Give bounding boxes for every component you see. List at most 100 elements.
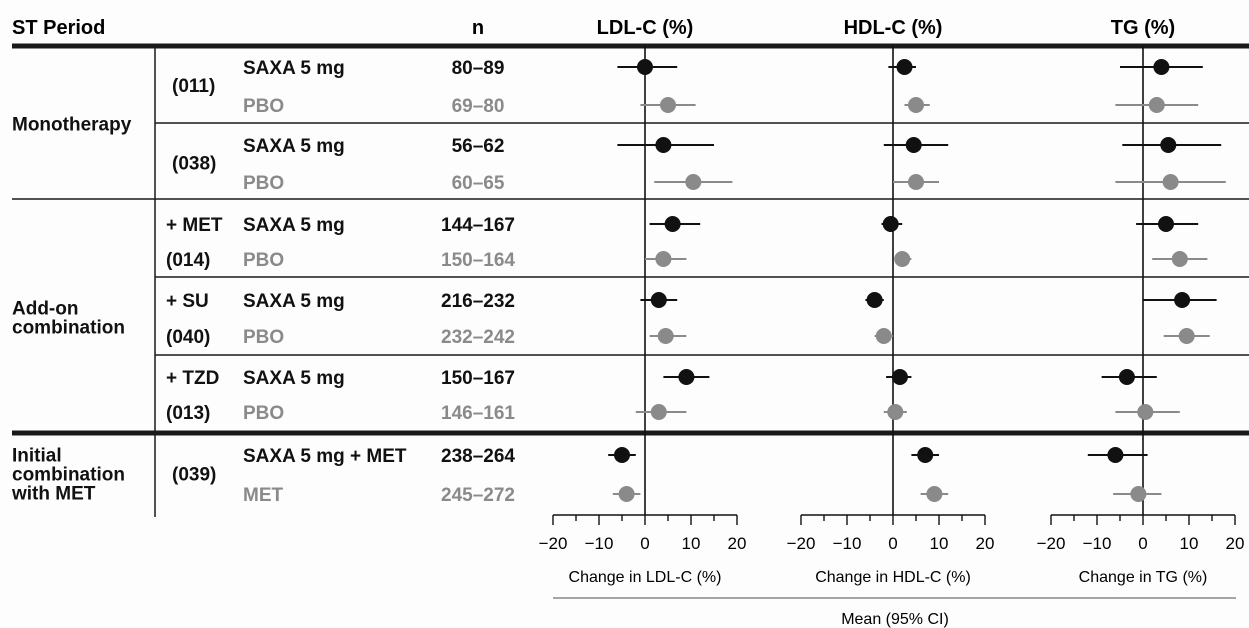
group-label: Initial: [12, 446, 62, 467]
x-tick-label: 20: [1226, 534, 1245, 553]
x-tick-label: 10: [682, 534, 701, 553]
mean-point: [637, 59, 653, 75]
mean-point: [866, 292, 883, 308]
n-label: 144–167: [441, 215, 515, 236]
mean-point: [657, 328, 674, 344]
x-axis-label: Change in LDL-C (%): [569, 569, 722, 586]
group-label: combination: [12, 465, 125, 486]
n-label: 150–164: [441, 250, 515, 271]
mean-point: [1153, 59, 1170, 75]
mean-point: [655, 251, 672, 267]
treatment-label: SAXA 5 mg: [243, 58, 345, 79]
mean-point: [896, 59, 913, 75]
header-tg: TG (%): [1111, 17, 1175, 39]
treatment-label: PBO: [243, 327, 284, 348]
x-axis-label: Change in HDL-C (%): [815, 569, 971, 586]
mean-point: [678, 369, 695, 385]
study-label: (039): [172, 465, 216, 486]
header-hdl: HDL-C (%): [844, 17, 943, 39]
mean-point: [894, 251, 911, 267]
mean-point: [685, 174, 702, 190]
mean-point: [887, 404, 904, 420]
n-label: 232–242: [441, 327, 515, 348]
mean-point: [1158, 216, 1174, 232]
mean-point: [1171, 251, 1188, 267]
n-label: 56–62: [452, 136, 505, 157]
n-label: 69–80: [452, 96, 505, 117]
study-label: + SU: [166, 291, 209, 312]
mean-point: [1137, 404, 1154, 420]
mean-point: [655, 137, 672, 153]
mean-point: [882, 216, 899, 232]
n-label: 216–232: [441, 291, 515, 312]
row-labels: MonotherapyAdd-oncombinationInitialcombi…: [11, 58, 515, 506]
n-label: 150–167: [441, 368, 515, 389]
study-label: (014): [166, 250, 210, 271]
treatment-label: PBO: [243, 250, 284, 271]
mean-point: [926, 486, 943, 502]
x-tick-label: 0: [1138, 534, 1147, 553]
study-label: (011): [172, 76, 215, 97]
study-label: (040): [166, 327, 210, 348]
group-label: with MET: [11, 484, 96, 505]
forest-marks: [608, 46, 1226, 515]
header-st-period: ST Period: [12, 17, 105, 39]
group-label: Add-on: [12, 299, 78, 320]
n-label: 245–272: [441, 485, 515, 506]
n-label: 80–89: [452, 58, 505, 79]
x-tick-label: 0: [640, 534, 649, 553]
x-tick-label: −20: [787, 534, 816, 553]
mean-point: [1174, 292, 1191, 308]
column-headers: ST Period n LDL-C (%) HDL-C (%) TG (%): [12, 17, 1175, 39]
treatment-label: PBO: [243, 173, 284, 194]
mean-point: [664, 216, 681, 232]
n-label: 146–161: [441, 403, 515, 424]
mean-point: [1107, 447, 1124, 463]
group-label: Monotherapy: [12, 115, 132, 136]
x-tick-label: 10: [1180, 534, 1199, 553]
treatment-label: PBO: [243, 96, 284, 117]
x-tick-label: −10: [1083, 534, 1112, 553]
treatment-label: SAXA 5 mg: [243, 291, 345, 312]
mean-point: [905, 137, 922, 153]
x-tick-label: −10: [833, 534, 862, 553]
mean-point: [614, 447, 630, 463]
mean-point: [891, 369, 908, 385]
mean-point: [1130, 486, 1147, 502]
mean-point: [908, 174, 924, 190]
x-axis-label: Change in TG (%): [1079, 569, 1208, 586]
x-tick-label: 20: [728, 534, 747, 553]
treatment-label: PBO: [243, 403, 284, 424]
table-rules: [12, 43, 1249, 517]
treatment-label: MET: [243, 485, 284, 506]
mean-point: [1162, 174, 1179, 190]
x-tick-label: 10: [930, 534, 949, 553]
treatment-label: SAXA 5 mg: [243, 368, 345, 389]
n-label: 238–264: [441, 446, 515, 467]
x-tick-label: −20: [539, 534, 568, 553]
study-label: (013): [166, 403, 210, 424]
treatment-label: SAXA 5 mg + MET: [243, 446, 407, 467]
mean-point: [1178, 328, 1195, 344]
mean-point: [660, 97, 676, 113]
footer-label: Mean (95% CI): [841, 611, 949, 628]
study-label: + TZD: [166, 368, 219, 389]
mean-point: [650, 292, 667, 308]
x-tick-label: −20: [1037, 534, 1066, 553]
mean-point: [908, 97, 924, 113]
mean-point: [1148, 97, 1165, 113]
mean-point: [875, 328, 892, 344]
treatment-label: SAXA 5 mg: [243, 136, 345, 157]
header-ldl: LDL-C (%): [597, 17, 694, 39]
mean-point: [618, 486, 635, 502]
group-label: combination: [12, 318, 125, 339]
x-tick-label: 0: [888, 534, 897, 553]
mean-point: [1160, 137, 1177, 153]
mean-point: [917, 447, 934, 463]
mean-point: [1118, 369, 1135, 385]
n-label: 60–65: [452, 173, 505, 194]
study-label: + MET: [166, 215, 223, 236]
x-tick-label: −10: [585, 534, 614, 553]
